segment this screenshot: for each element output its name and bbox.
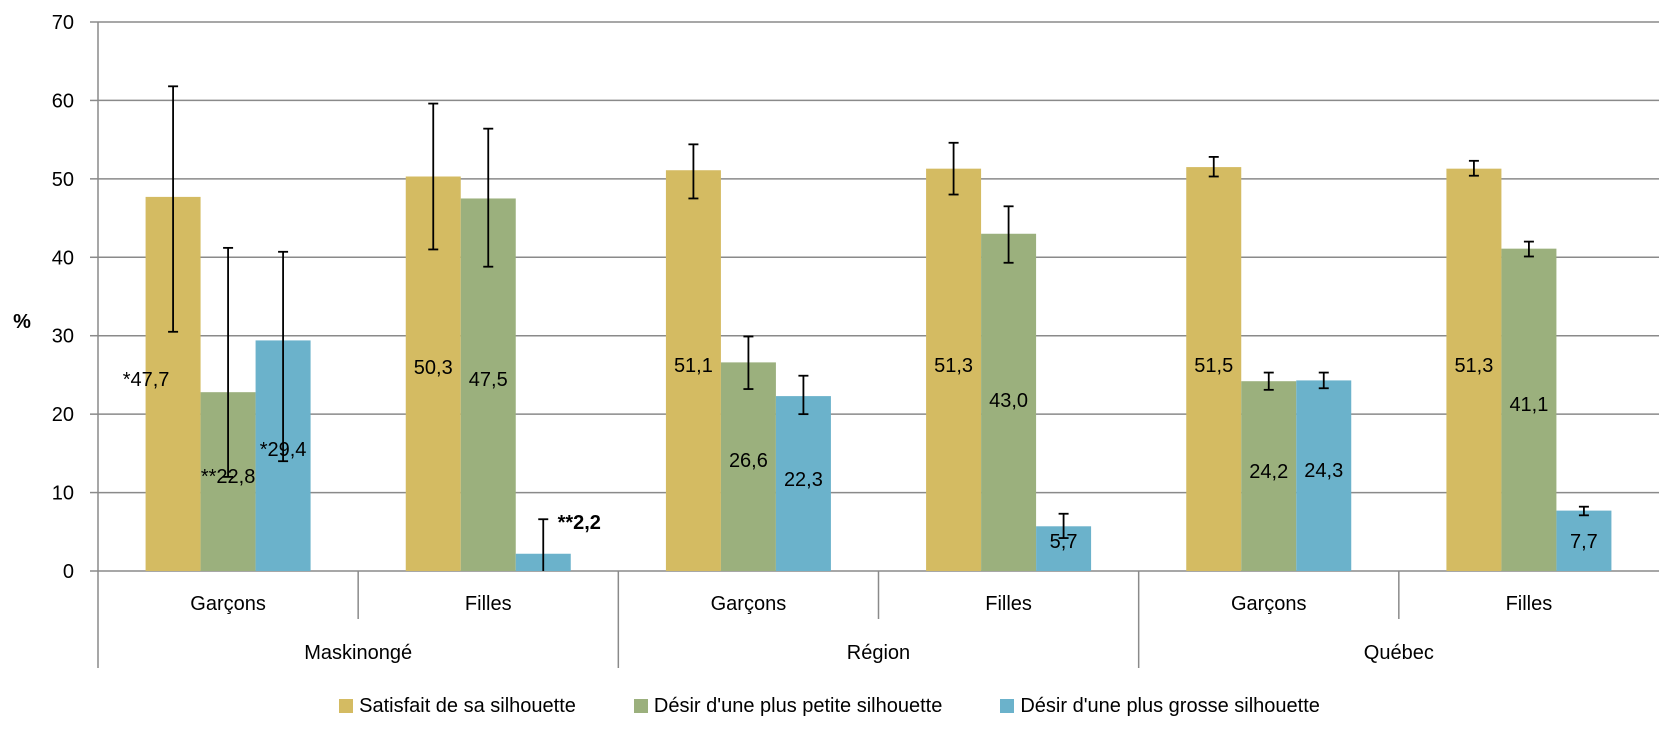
legend-item: Satisfait de sa silhouette	[339, 695, 576, 718]
y-tick-labels: 0 10 20 30 40 50 60 70	[52, 12, 74, 583]
category-label: Garçons	[1231, 593, 1307, 615]
bar	[775, 396, 831, 571]
bar	[720, 362, 776, 571]
data-label: 51,3	[934, 355, 973, 377]
data-label: 51,3	[1454, 355, 1493, 377]
category-label: Garçons	[190, 593, 266, 615]
category-label: Filles	[465, 593, 512, 615]
category-label: Filles	[1506, 593, 1553, 615]
category-label: Filles	[985, 593, 1032, 615]
bar	[1446, 168, 1502, 571]
data-label: **2,2	[558, 512, 601, 534]
legend-label: Désir d'une plus grosse silhouette	[1020, 694, 1320, 717]
data-label: 51,5	[1194, 355, 1233, 377]
data-labels: *47,7 **22,8*29,4 50,3 47,5 **2,2 51,1 26,6 22,…	[123, 355, 1598, 553]
y-axis-label: %	[13, 311, 31, 333]
y-tick-label: 0	[63, 561, 74, 583]
legend-swatch	[633, 699, 648, 713]
data-label: 24,3	[1304, 460, 1343, 482]
legend-item: Désir d'une plus petite silhouette	[633, 694, 943, 718]
y-tick-label: 10	[52, 483, 74, 505]
legend-item: Désir d'une plus grosse silhouette	[1000, 695, 1320, 718]
data-label: 50,3	[414, 357, 453, 379]
data-label: 47,5	[469, 369, 508, 391]
bars	[145, 167, 1612, 572]
y-tick-label: 70	[52, 12, 74, 34]
category-label: Garçons	[711, 593, 787, 615]
data-label: *47,7	[123, 369, 170, 391]
bar	[665, 170, 721, 572]
data-label: 22,3	[784, 469, 823, 491]
y-tick-label: 40	[52, 247, 74, 269]
legend-label: Désir d'une plus petite silhouette	[653, 694, 943, 717]
error-bars	[168, 85, 1589, 571]
group-label: Maskinongé	[304, 642, 412, 664]
data-label: 26,6	[729, 450, 768, 472]
y-tick-label: 20	[52, 404, 74, 426]
legend-label: Satisfait de sa silhouette	[359, 694, 576, 717]
group-label: Québec	[1364, 642, 1434, 664]
y-tick-label: 50	[52, 169, 74, 191]
bar	[981, 233, 1037, 571]
y-tick-label: 30	[52, 326, 74, 348]
legend: Satisfait de sa silhouette Désir d'une pl…	[0, 691, 1659, 721]
axes	[90, 21, 1659, 668]
category-labels: Garçons Filles Maskinongé Garçons Filles Régi…	[190, 593, 1552, 664]
data-label: 43,0	[989, 390, 1028, 412]
legend-swatch	[1000, 699, 1015, 713]
grid-lines	[98, 21, 1659, 494]
data-label: 51,1	[674, 355, 713, 377]
data-label: 5,7	[1050, 531, 1078, 553]
bar	[1241, 381, 1297, 571]
data-label: 7,7	[1570, 531, 1598, 553]
data-label: **22,8	[201, 466, 256, 488]
group-label: Région	[847, 642, 910, 664]
bar	[1556, 510, 1612, 571]
data-label: *29,4	[260, 439, 307, 461]
chart: *47,7 **22,8*29,4 50,3 47,5 **2,2 51,1 26,6 22,…	[13, 12, 1659, 668]
bar	[926, 168, 982, 571]
bar	[1186, 167, 1242, 572]
bar	[1296, 380, 1352, 571]
legend-swatch	[339, 699, 354, 713]
bar	[1501, 248, 1557, 571]
data-label: 24,2	[1249, 461, 1288, 483]
data-label: 41,1	[1509, 394, 1548, 416]
y-tick-label: 60	[52, 90, 74, 112]
